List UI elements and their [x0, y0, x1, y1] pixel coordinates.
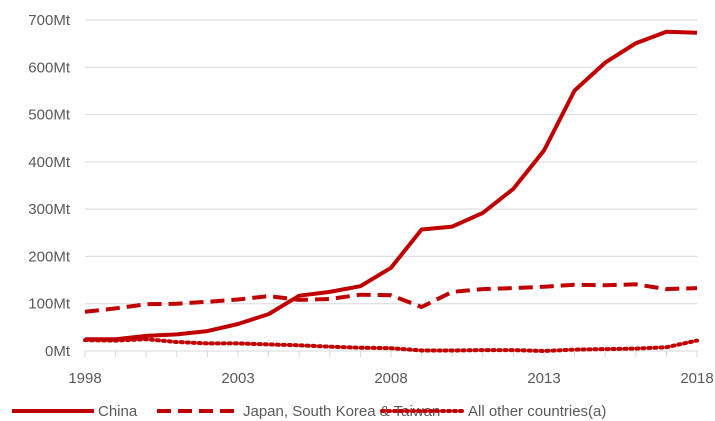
x-tick-label: 1998: [68, 370, 101, 387]
y-tick-label: 300Mt: [28, 201, 71, 218]
x-axis-tick-marks: [84, 351, 698, 357]
y-tick-label: 400Mt: [28, 154, 71, 171]
y-tick-label: 0Mt: [45, 343, 71, 360]
series-line-china: [85, 29, 698, 342]
legend-label: All other countries(a): [468, 403, 606, 420]
y-axis-tick-labels: 0Mt 100Mt 200Mt 300Mt 400Mt 500Mt 600Mt 700Mt: [28, 12, 71, 360]
legend-label: China: [98, 403, 138, 420]
series-line-all-other-countries-a: [83, 337, 699, 353]
x-tick-label: 2003: [221, 370, 254, 387]
legend: China Japan, South Korea & Taiwan All othe…: [12, 403, 606, 420]
x-tick-label: 2018: [680, 370, 713, 387]
series-line-japan-south-korea-taiwan: [84, 282, 698, 314]
y-tick-label: 100Mt: [28, 296, 71, 313]
y-tick-label: 700Mt: [28, 12, 71, 29]
series-lines: [83, 29, 699, 353]
x-tick-label: 2013: [527, 370, 560, 387]
y-tick-label: 600Mt: [28, 59, 71, 76]
x-axis-tick-labels: 1998 2003 2008 2013 2018: [68, 370, 713, 387]
grid-lines: [85, 19, 697, 305]
x-tick-label: 2008: [374, 370, 407, 387]
y-tick-label: 500Mt: [28, 107, 71, 124]
y-tick-label: 200Mt: [28, 248, 71, 265]
legend-label: Japan, South Korea & Taiwan: [243, 403, 440, 420]
